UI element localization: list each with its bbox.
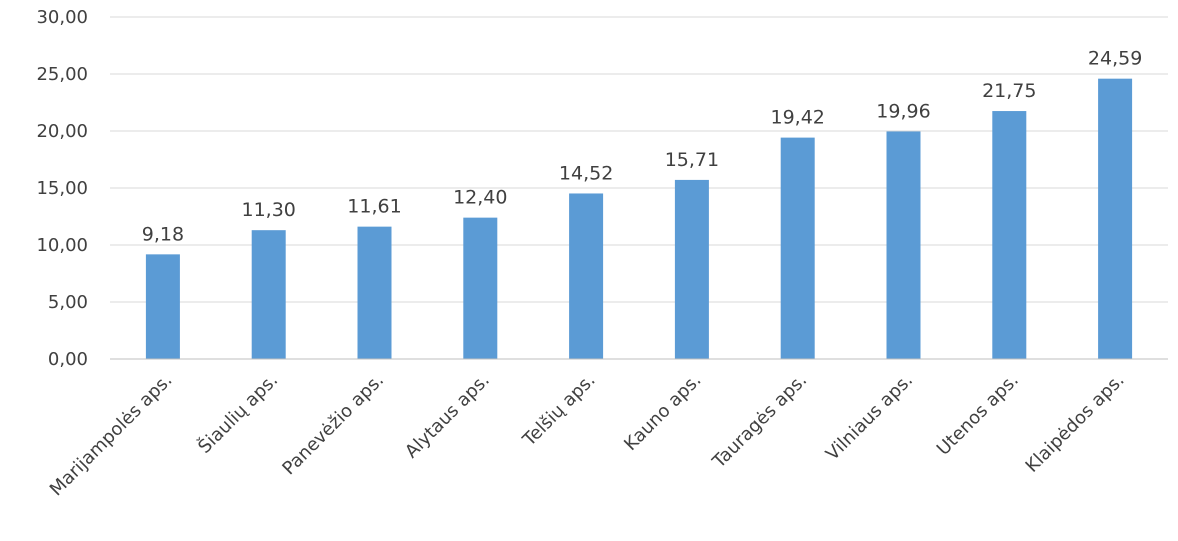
bar [886,131,921,359]
bar [145,254,180,359]
data-label: 19,42 [770,107,824,129]
bar [780,137,815,359]
data-label: 15,71 [665,149,719,171]
category-label: Utenos aps. [933,370,1023,460]
category-label: Klaipėdos aps. [1022,370,1129,477]
bar [992,111,1027,359]
y-tick-label: 20,00 [36,121,88,142]
x-axis-category-labels: Marijampolės aps. Šiaulių aps.Panevėžio a… [46,369,1129,500]
y-axis-tick-labels: 0,00 5,00 10,00 15,00 20,00 25,00 30,00 [36,7,88,370]
data-label: 9,18 [142,223,184,245]
category-label: Panevėžio aps. [278,370,388,480]
category-label: Marijampolės aps. [46,370,177,501]
category-label: Telšių aps. [518,370,599,451]
bar [463,217,498,359]
y-tick-label: 10,00 [36,235,88,256]
bar [357,226,392,359]
data-label: 11,30 [241,199,295,221]
bar [1098,78,1133,359]
bars [145,78,1133,359]
data-label: 14,52 [559,162,613,184]
gridlines [110,16,1168,303]
category-label: Vilniaus aps. [822,370,917,465]
y-tick-label: 0,00 [48,349,88,370]
category-label: Kauno aps. [620,370,705,455]
bar [674,179,709,359]
y-tick-label: 25,00 [36,64,88,85]
y-tick-label: 5,00 [48,292,88,313]
y-tick-label: 15,00 [36,178,88,199]
data-label: 12,40 [453,187,507,209]
bar [251,230,286,359]
data-label: 11,61 [347,196,401,218]
bar [569,193,604,359]
data-label: 21,75 [982,80,1036,102]
data-label: 19,96 [876,100,930,122]
category-label: Šiaulių aps. [193,369,282,458]
data-label: 24,59 [1088,48,1142,70]
y-tick-label: 30,00 [36,7,88,28]
category-label: Alytaus aps. [401,370,494,463]
category-label: Tauragės aps. [708,370,811,473]
data-labels: 9,18 11,30 11,61 12,40 14,52 15,71 19,42 19,96 2… [142,48,1143,246]
